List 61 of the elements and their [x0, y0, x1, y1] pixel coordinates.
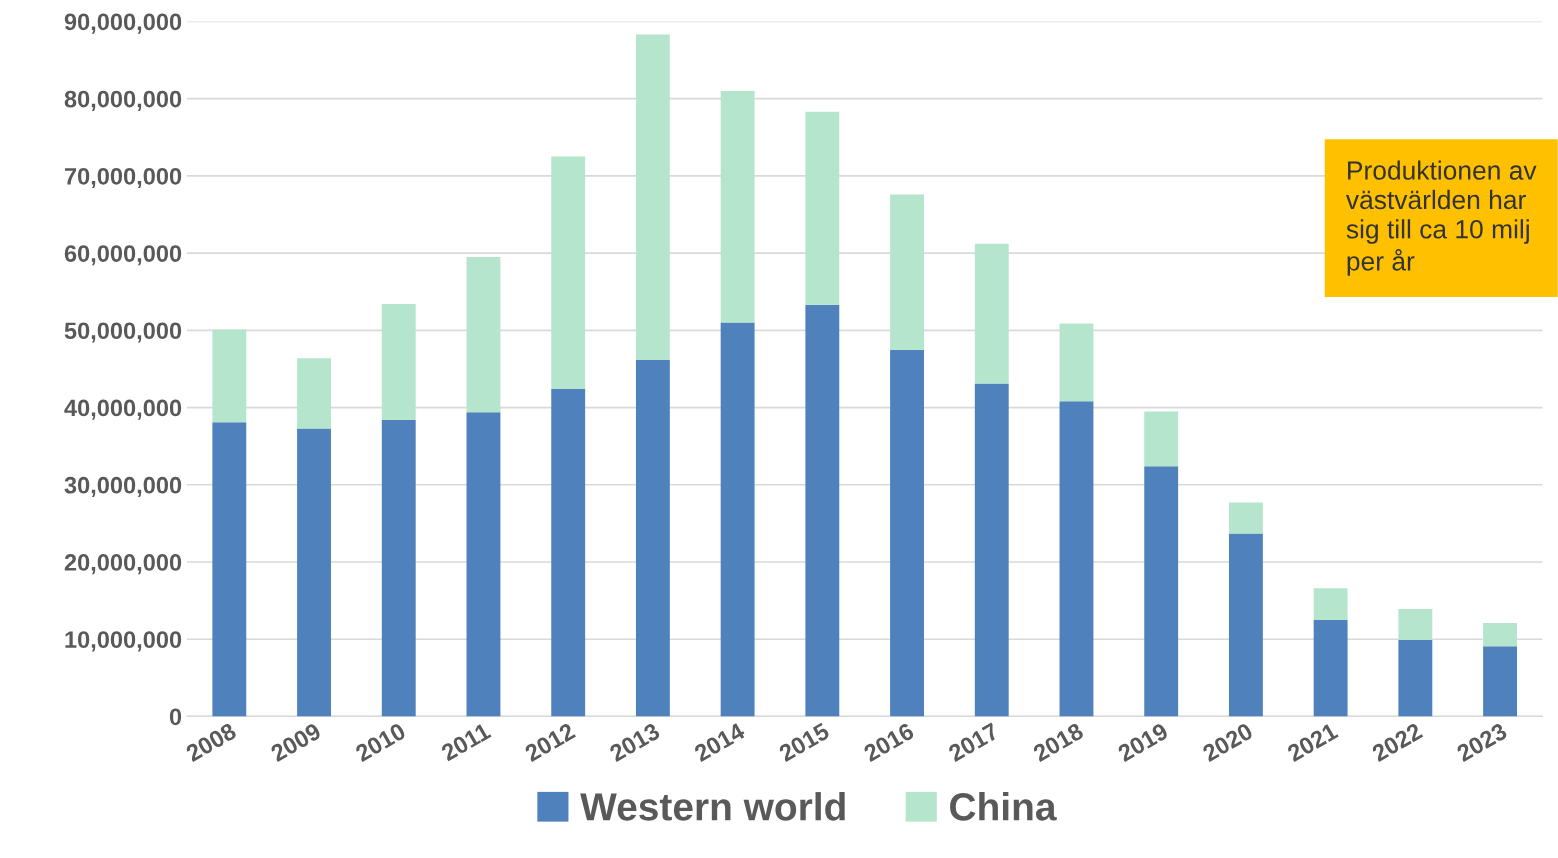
y-tick-label: 40,000,000	[64, 399, 182, 420]
bar	[551, 389, 586, 717]
bar	[1398, 609, 1433, 640]
bar	[974, 383, 1009, 717]
bar	[720, 90, 755, 323]
x-tick-label: 2014	[693, 721, 747, 763]
x-tick-label: 2019	[1116, 722, 1170, 763]
x-tick-label: 2012	[523, 722, 577, 763]
x-tick-label: 2017	[947, 722, 1000, 763]
y-tick-label: 20,000,000	[64, 554, 182, 575]
bar	[381, 304, 416, 420]
bar	[1059, 323, 1094, 402]
bar	[635, 34, 670, 360]
bar	[805, 111, 840, 305]
bar	[381, 419, 416, 717]
annotation: Produktionen av västvärlden har sig till ca 10 milj per år	[1345, 160, 1537, 276]
bar	[297, 358, 331, 429]
y-tick-label: 80,000,000	[64, 90, 182, 111]
y-tick-label: 50,000,000	[64, 322, 182, 343]
x-tick-label: 2010	[354, 722, 407, 763]
x-tick-label: 2022	[1370, 722, 1424, 763]
bar	[1228, 533, 1263, 717]
bar	[466, 256, 501, 413]
x-tick-label: 2008	[184, 722, 238, 763]
bar	[1483, 622, 1518, 647]
x-tick-label: 2018	[1032, 722, 1085, 763]
bar	[1144, 466, 1179, 717]
bar	[890, 194, 924, 350]
x-tick-label: 2020	[1201, 722, 1254, 763]
bar	[720, 322, 755, 717]
x-tick-label: 2011	[440, 722, 492, 762]
legend-label: China	[950, 792, 1057, 821]
y-tick-label: 70,000,000	[64, 167, 182, 189]
x-tick-label: 2016	[862, 722, 915, 763]
y-tick-label: 90,000,000	[64, 13, 182, 34]
bar	[1398, 639, 1433, 717]
bar	[551, 156, 586, 390]
x-tick-label: 2023	[1455, 722, 1509, 763]
y-tick-label: 30,000,000	[64, 476, 182, 497]
bar	[466, 412, 501, 717]
bar	[1483, 646, 1518, 717]
y-tick-label: 60,000,000	[64, 245, 182, 266]
bar	[212, 422, 247, 717]
bar	[297, 428, 331, 717]
y-tick-label: 10,000,000	[65, 631, 182, 652]
bar	[1228, 502, 1263, 534]
x-tick-label: 2009	[269, 722, 322, 763]
bar	[1144, 411, 1179, 467]
bar	[212, 329, 247, 423]
x-tick-label: 2013	[608, 722, 661, 763]
bar	[1313, 619, 1348, 717]
bar	[1313, 588, 1348, 620]
y-tick-label: 0	[169, 708, 182, 726]
x-tick-label: 2015	[777, 722, 831, 763]
bar	[890, 349, 924, 717]
x-tick-label: 2021	[1286, 722, 1339, 763]
bar	[1059, 401, 1094, 717]
bar	[974, 243, 1009, 384]
legend-label: Western world	[580, 792, 845, 821]
bar	[635, 359, 670, 717]
bar	[805, 304, 840, 717]
